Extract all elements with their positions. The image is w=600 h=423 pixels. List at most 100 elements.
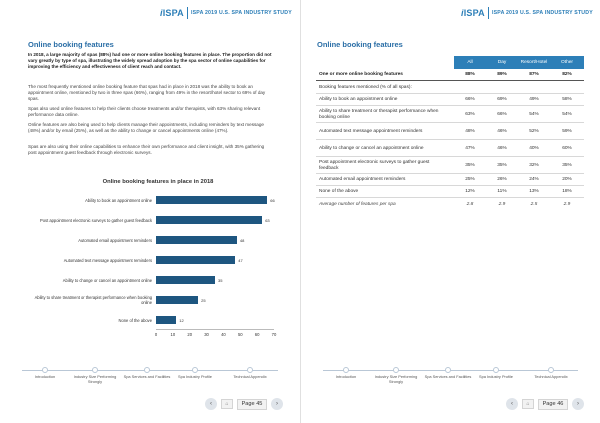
prev-page-icon[interactable]: ‹ [205, 398, 217, 410]
section-heading: Online booking features [317, 40, 403, 49]
nav-dot-icon[interactable] [548, 367, 554, 373]
page-number: Page 46 [538, 399, 568, 410]
paragraph-2: Spas also used online features to help t… [28, 106, 261, 117]
cell-value: 20% [562, 177, 572, 182]
nav-item[interactable]: Spa Industry Profile [170, 363, 220, 380]
column-header: Other [561, 60, 573, 65]
table-row: One or more online booking features 88% 89… [316, 69, 584, 81]
nav-item-label: Spa Industry Profile [479, 374, 513, 379]
nav-item-label: Spa Services and Facilities [424, 374, 472, 379]
cell-value: 52% [529, 128, 539, 134]
paragraph-4: Spas are also using their online capabil… [28, 144, 265, 155]
row-label: Average number of features per spa [319, 202, 396, 207]
next-page-icon[interactable]: › [572, 398, 584, 410]
row-label: Post appointment electronic surveys to g… [319, 159, 430, 171]
category-label: Ability to change or cancel an appointme… [62, 277, 152, 283]
x-tick-label: 40 [221, 332, 226, 337]
table-row: Ability to change or cancel an appointme… [316, 140, 584, 157]
category-label: None of the above [118, 317, 152, 323]
nav-item[interactable]: Technical Appendix [225, 363, 275, 380]
cell-value: 66% [497, 111, 507, 117]
nav-item[interactable]: Industry Size Performing Strongly [70, 363, 120, 384]
study-title: ISPA 2019 U.S. SPA INDUSTRY STUDY [191, 10, 292, 16]
nav-item[interactable]: Spa Services and Facilities [423, 363, 473, 380]
cell-value: 88% [465, 72, 475, 77]
nav-item[interactable]: Introduction [321, 363, 371, 380]
page-header: iISPA ISPA 2019 U.S. SPA INDUSTRY STUDY [0, 0, 300, 24]
nav-dot-icon[interactable] [42, 367, 48, 373]
bar [156, 196, 268, 204]
x-tick-label: 20 [187, 332, 193, 337]
cell-value: 63% [465, 111, 475, 117]
paragraph-3: Online features are also being used to h… [28, 122, 264, 133]
cell-value: 18% [562, 189, 572, 194]
page-45: iISPA ISPA 2019 U.S. SPA INDUSTRY STUDY … [0, 0, 300, 423]
row-label: Booking features mentioned (% of all spa… [319, 84, 412, 90]
cell-value: 47% [465, 145, 475, 151]
cell-value: 2.9 [498, 202, 506, 207]
study-title: ISPA 2019 U.S. SPA INDUSTRY STUDY [492, 10, 593, 16]
nav-item[interactable]: Spa Services and Facilities [122, 363, 172, 380]
home-icon[interactable]: ⌂ [221, 399, 233, 409]
nav-item[interactable]: Industry Size Performing Strongly [371, 363, 421, 384]
header-divider [488, 7, 489, 19]
bar-value-label: 12 [179, 317, 184, 323]
nav-item[interactable]: Technical Appendix [526, 363, 576, 380]
prev-page-icon[interactable]: ‹ [506, 398, 518, 410]
cell-value: 25% [465, 177, 475, 182]
home-icon[interactable]: ⌂ [522, 399, 534, 409]
bar [156, 216, 263, 224]
table-row: Post appointment electronic surveys to g… [316, 157, 584, 174]
cell-value: 54% [529, 111, 539, 117]
table-header: All Day Resort/Hotel Other [454, 56, 584, 69]
cell-value: 26% [497, 177, 507, 182]
table-row: Average number of features per spa 2.8 2.9… [316, 198, 584, 212]
category-label: Automated email appointment reminders [78, 237, 152, 243]
section-heading: Online booking features [28, 40, 114, 49]
nav-dot-icon[interactable] [92, 367, 98, 373]
nav-dot-icon[interactable] [247, 367, 253, 373]
bar [156, 316, 177, 324]
bar-value-label: 25 [201, 297, 206, 303]
nav-dot-icon[interactable] [393, 367, 399, 373]
cell-value: 66% [465, 97, 475, 102]
row-label: Automated text message appointment remin… [319, 128, 423, 134]
cell-value: 2.5 [530, 202, 538, 207]
nav-item[interactable]: Spa Industry Profile [471, 363, 521, 380]
x-tick-label: 70 [271, 332, 277, 337]
cell-value: 12% [465, 189, 475, 194]
nav-dot-icon[interactable] [493, 367, 499, 373]
row-label: One or more online booking features [319, 72, 403, 77]
page-46: iISPA ISPA 2019 U.S. SPA INDUSTRY STUDY … [300, 0, 600, 423]
intro-paragraph: In 2018, a large majority of spas (88%) … [28, 52, 272, 69]
header-divider [187, 7, 188, 19]
bar-value-label: 66 [270, 197, 275, 203]
cell-value: 24% [529, 177, 539, 182]
table-row: Ability to share treatment or therapist … [316, 106, 584, 123]
table-row: Ability to book an appointment online 66%… [316, 94, 584, 106]
bar [156, 236, 237, 244]
page-header: iISPA ISPA 2019 U.S. SPA INDUSTRY STUDY [301, 0, 600, 24]
nav-dot-icon[interactable] [192, 367, 198, 373]
cell-value: 49% [529, 97, 539, 102]
section-nav: Introduction Industry Size Performing Str… [0, 363, 300, 387]
next-page-icon[interactable]: › [271, 398, 283, 410]
cell-value: 46% [497, 145, 507, 151]
cell-value: 58% [562, 97, 572, 102]
nav-item-label: Technical Appendix [233, 374, 267, 379]
cell-value: 87% [529, 72, 539, 77]
nav-item[interactable]: Introduction [20, 363, 70, 380]
nav-item-label: Spa Services and Facilities [123, 374, 171, 379]
cell-value: 46% [497, 128, 507, 134]
nav-item-label: Spa Industry Profile [178, 374, 212, 379]
x-axis [156, 329, 274, 330]
cell-value: 48% [465, 128, 475, 134]
ispa-logo: iISPA [160, 8, 184, 18]
ispa-logo: iISPA [461, 8, 485, 18]
cell-value: 35% [497, 162, 507, 168]
table-row: Booking features mentioned (% of all spa… [316, 81, 584, 94]
nav-dot-icon[interactable] [445, 367, 451, 373]
nav-dot-icon[interactable] [343, 367, 349, 373]
x-tick-label: 50 [237, 332, 243, 337]
nav-dot-icon[interactable] [144, 367, 150, 373]
